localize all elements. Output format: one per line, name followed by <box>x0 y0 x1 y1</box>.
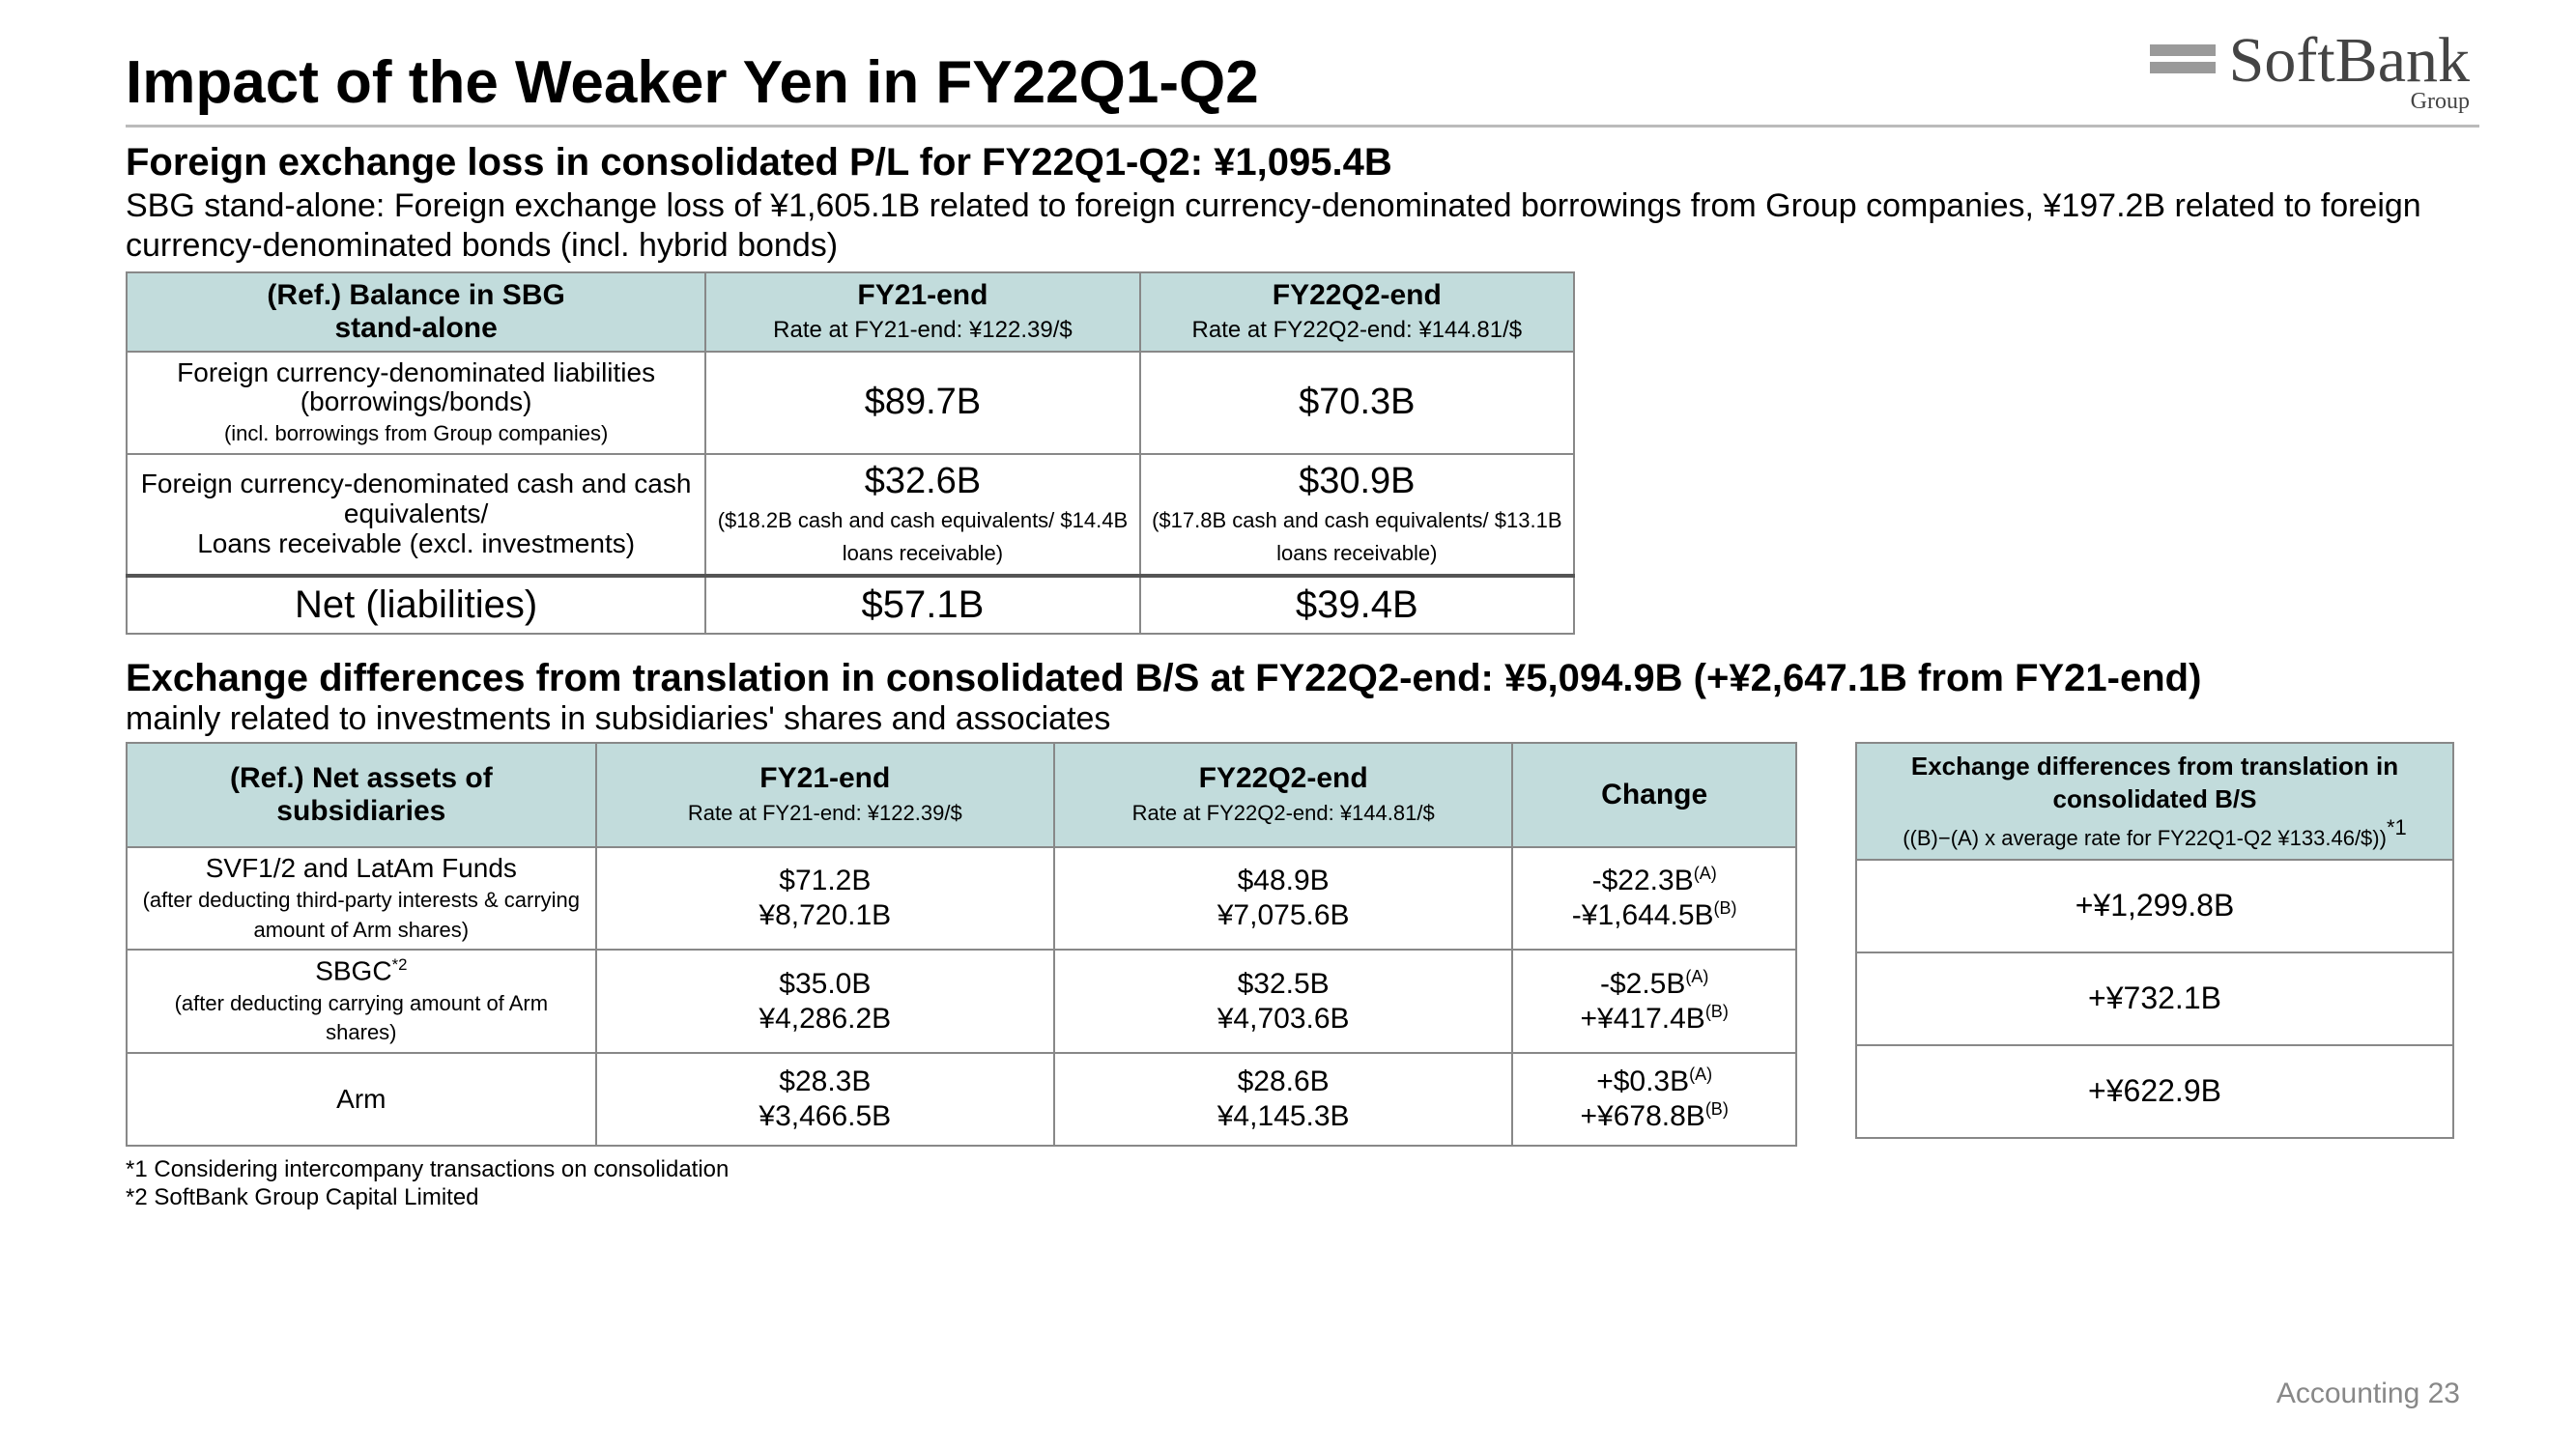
t3-row: +¥1,299.8B <box>1856 860 2453 952</box>
title-divider <box>126 125 2479 128</box>
t1-row: Foreign currency-denominated cash and ca… <box>127 454 1574 576</box>
footnotes: *1 Considering intercompany transactions… <box>126 1156 2479 1212</box>
t1-h1: FY21-end Rate at FY21-end: ¥122.39/$ <box>705 272 1139 352</box>
t3-row: +¥732.1B <box>1856 952 2453 1045</box>
t2-row: SBGC*2(after deducting carrying amount o… <box>127 950 1796 1053</box>
t2-h1: FY21-endRate at FY21-end: ¥122.39/$ <box>596 743 1054 847</box>
t2-h3: Change <box>1512 743 1796 847</box>
t1-row: Foreign currency-denominated liabilities… <box>127 352 1574 454</box>
page-number: Accounting 23 <box>2276 1378 2460 1410</box>
footnote-2: *2 SoftBank Group Capital Limited <box>126 1184 2479 1212</box>
t1-net-row: Net (liabilities) $57.1B $39.4B <box>127 576 1574 634</box>
footnote-1: *1 Considering intercompany transactions… <box>126 1156 2479 1184</box>
t1-h2: FY22Q2-end Rate at FY22Q2-end: ¥144.81/$ <box>1140 272 1574 352</box>
section1-heading: Foreign exchange loss in consolidated P/… <box>126 141 2479 185</box>
softbank-logo: SoftBank Group <box>2150 29 2470 115</box>
t3-h: Exchange differences from translation in… <box>1856 743 2453 860</box>
table-sbg-balance: (Ref.) Balance in SBG stand-alone FY21-e… <box>126 271 1575 635</box>
section1-desc: SBG stand-alone: Foreign exchange loss o… <box>126 186 2479 266</box>
t3-row: +¥622.9B <box>1856 1045 2453 1138</box>
page-title: Impact of the Weaker Yen in FY22Q1-Q2 <box>126 48 2479 117</box>
slide: SoftBank Group Impact of the Weaker Yen … <box>0 0 2576 1449</box>
table-exchange-diff: Exchange differences from translation in… <box>1855 742 2454 1139</box>
section2-desc: mainly related to investments in subsidi… <box>126 700 2479 738</box>
logo-name: SoftBank <box>2229 29 2470 93</box>
t2-h2: FY22Q2-endRate at FY22Q2-end: ¥144.81/$ <box>1054 743 1512 847</box>
t2-row: SVF1/2 and LatAm Funds(after deducting t… <box>127 847 1796 950</box>
table-net-assets: (Ref.) Net assets ofsubsidiaries FY21-en… <box>126 742 1797 1147</box>
t1-h0: (Ref.) Balance in SBG stand-alone <box>127 272 705 352</box>
section2-heading: Exchange differences from translation in… <box>126 656 2479 700</box>
logo-bars-icon <box>2150 44 2216 73</box>
t2-h0: (Ref.) Net assets ofsubsidiaries <box>127 743 596 847</box>
t2-row: Arm $28.3B¥3,466.5B $28.6B¥4,145.3B +$0.… <box>127 1053 1796 1146</box>
